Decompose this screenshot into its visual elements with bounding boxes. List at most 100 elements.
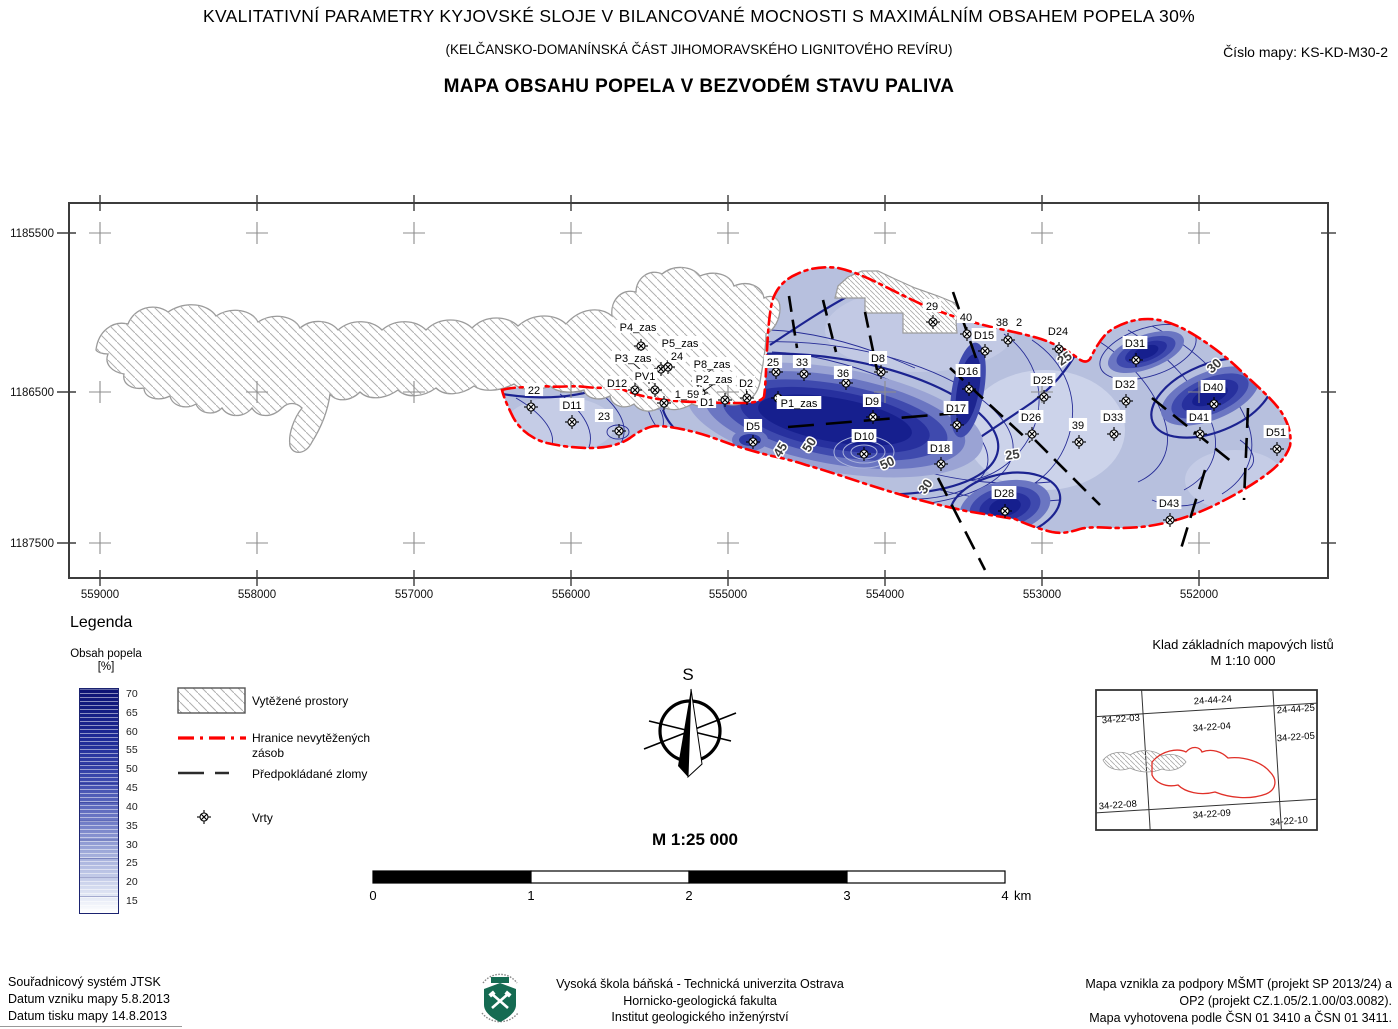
borehole-symbol <box>1072 435 1086 449</box>
borehole-symbol <box>1207 397 1221 411</box>
borehole-label: D28 <box>994 488 1014 500</box>
grid-crosses <box>89 222 1210 554</box>
borehole-symbol <box>612 424 626 438</box>
borehole-label: P8_zas <box>694 359 731 371</box>
borehole-symbol <box>565 415 579 429</box>
colorbar-tick-label: 65 <box>126 706 138 719</box>
legend-item-boundary-2: zásob <box>252 746 285 760</box>
borehole-label: D33 <box>1103 412 1123 424</box>
borehole-label: 33 <box>796 357 808 369</box>
index-map-title-line2: M 1:10 000 <box>1210 653 1276 668</box>
borehole-label: 2 <box>1016 317 1022 329</box>
y-axis-label: 1187500 <box>10 538 54 550</box>
borehole-symbol <box>1119 394 1133 408</box>
borehole-label: D41 <box>1189 412 1209 424</box>
compass-south-label: S <box>682 665 693 684</box>
colorbar-tick-label: 70 <box>126 688 138 700</box>
institute-name: Institut geologického inženýrství <box>611 1010 789 1024</box>
legend-unit-label: Obsah popela <box>70 648 142 660</box>
scale-bar: 0 1 2 3 4 km <box>369 870 1031 903</box>
colorbar-tick-label: 45 <box>126 782 138 795</box>
footer-left: Souřadnicový systém JTSK Datum vzniku ma… <box>8 974 170 1025</box>
logo-hammer-head <box>504 990 512 998</box>
reserve-boundary <box>500 265 1292 535</box>
scale-tick-label: 3 <box>843 888 850 903</box>
footer-right: Mapa vznikla za podpory MŠMT (projekt SP… <box>1085 976 1392 1027</box>
borehole-symbol <box>978 344 992 358</box>
logo-banner <box>491 977 509 983</box>
borehole-symbol <box>1163 513 1177 527</box>
colorbar-tick-label: 55 <box>126 744 138 757</box>
index-map-sheet-label: 34-22-03 <box>1101 713 1140 727</box>
colorbar-tick-label: 30 <box>126 838 138 851</box>
compass-needle-dark <box>678 689 691 777</box>
borehole-label: D9 <box>865 396 879 408</box>
borehole-label: 24 <box>671 351 683 363</box>
borehole-symbol <box>628 383 642 397</box>
borehole-label: 39 <box>1072 420 1084 432</box>
colorbar-tick-label: 35 <box>126 819 138 832</box>
legend-title: Legenda <box>70 614 133 631</box>
legend-borehole-swatch <box>197 810 211 824</box>
borehole-label: D24 <box>1048 326 1068 338</box>
colorbar-tick-label: 50 <box>126 763 138 776</box>
borehole-label: D5 <box>746 421 760 433</box>
borehole-symbol <box>740 391 754 405</box>
borehole-symbol <box>1270 442 1284 456</box>
borehole-label: D11 <box>562 400 581 412</box>
legend-item-faults: Předpokládané zlomy <box>252 767 368 781</box>
university-logo <box>481 973 519 1023</box>
borehole-label: 36 <box>837 368 849 380</box>
borehole-symbol <box>1001 333 1015 347</box>
borehole-label: D10 <box>854 431 874 443</box>
borehole-label: D43 <box>1159 498 1179 510</box>
borehole-label: D2 <box>739 378 753 390</box>
borehole-label: D1 <box>700 397 714 409</box>
colorbar-tick-label: 15 <box>126 895 138 908</box>
y-axis-label: 1185500 <box>10 228 54 240</box>
university-name: Vysoká škola báňská - Technická univerzi… <box>556 977 844 991</box>
borehole-label: P5_zas <box>662 338 699 350</box>
compass-needle-light <box>687 688 703 779</box>
borehole-label: D32 <box>1115 379 1135 391</box>
borehole-label: D31 <box>1125 338 1145 350</box>
legend-item-boundary: Hranice nevytěžených <box>252 731 371 745</box>
index-map-mined-outline <box>1102 750 1187 773</box>
borehole-symbol <box>926 315 940 329</box>
index-map-title-line1: Klad základních mapových listů <box>1152 637 1334 652</box>
colorbar-tick-label: 60 <box>126 725 138 738</box>
scale-tick-label: 2 <box>685 888 692 903</box>
borehole-label: D8 <box>871 353 885 365</box>
borehole-label: PV1 <box>635 371 656 383</box>
legend-unit-bracket: [%] <box>97 661 115 673</box>
map-title: MAPA OBSAHU POPELA V BEZVODÉM STAVU PALI… <box>443 76 955 97</box>
borehole-label: D25 <box>1033 375 1053 387</box>
borehole-symbol <box>718 393 732 407</box>
x-axis-label: 552000 <box>1180 589 1218 601</box>
map-number: Číslo mapy: KS-KD-M30-2 <box>1223 44 1388 60</box>
borehole-symbol <box>1025 427 1039 441</box>
footer-center: Vysoká škola báňská - Technická univerzi… <box>535 976 865 1026</box>
borehole-symbol <box>1107 427 1121 441</box>
borehole-symbol <box>1193 427 1207 441</box>
borehole-symbol <box>657 396 671 410</box>
contour-value-label: 25 <box>1004 446 1020 463</box>
legend-item-mined: Vytěžené prostory <box>252 694 349 708</box>
borehole-symbol <box>1129 353 1143 367</box>
index-map-sheet-label: 24-44-24 <box>1193 694 1232 708</box>
borehole-symbol <box>934 457 948 471</box>
map-print-date: Datum tisku mapy 14.8.2013 <box>8 1009 168 1023</box>
borehole-symbol <box>634 339 648 353</box>
borehole-label: 25 <box>767 357 779 369</box>
borehole-label: D26 <box>1021 412 1041 424</box>
borehole-symbol <box>857 447 871 461</box>
map-axes: 559000 558000 557000 556000 555000 554000 5530… <box>10 195 1336 601</box>
funding-note-line2: OP2 (projekt CZ.1.05/2.1.00/03.0082). <box>1179 994 1392 1008</box>
borehole-label: D40 <box>1203 382 1223 394</box>
scale-tick-label: 0 <box>369 888 376 903</box>
borehole-label: 1_59 <box>675 389 699 401</box>
borehole-label: P2_zas <box>696 374 733 386</box>
scale-tick-label: 1 <box>527 888 534 903</box>
